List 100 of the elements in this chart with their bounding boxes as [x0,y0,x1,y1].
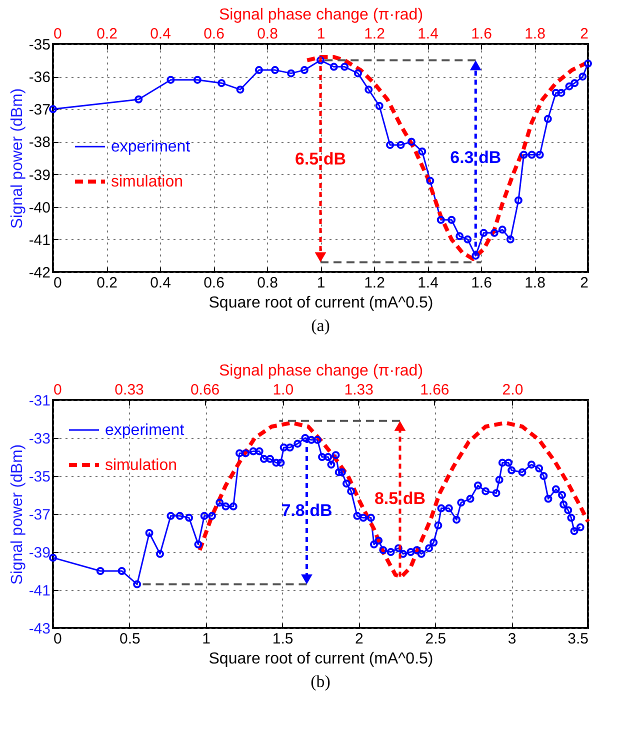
x-tick-label: 0 [54,630,62,648]
legend-label: simulation [105,457,178,474]
x-tick-label: 1.5 [272,630,294,648]
x-axis-title: Square root of current (mA^0.5) [208,650,434,668]
y-tick-label: -36 [28,69,50,86]
y-tick-label: -39 [28,166,50,184]
x2-tick-label: 1.0 [272,382,294,398]
point [330,62,338,71]
point [287,69,296,78]
x2-tick-label: 0.4 [150,26,171,42]
y-tick-label: -31 [28,392,50,410]
y-tick-label: -42 [28,264,50,282]
x2-axis-title: Signal phase change (π·rad) [218,362,424,380]
legend-label: experiment [105,422,185,439]
point [375,102,384,110]
legend-label: simulation [111,174,184,191]
x2-tick-label: 1.6 [471,26,492,42]
x-tick-label: 0.4 [150,274,171,292]
x2-tick-label: 1.66 [420,382,450,398]
point [271,66,280,74]
point [236,86,244,94]
annotation: 6.3 dB [450,148,502,167]
point [386,140,394,149]
annotation: 7.8 dB [281,501,332,520]
x2-tick-label: 0.2 [96,26,118,42]
y-tick-label: -41 [28,232,50,249]
y-tick-label: -33 [28,430,50,448]
x-tick-label: 2 [580,274,588,292]
point [578,72,587,81]
y-tick-label: -35 [28,36,50,54]
x-tick-label: 0 [54,274,62,292]
x-tick-label: 0.8 [257,274,278,292]
y-tick-label: -37 [28,506,50,524]
point [134,95,143,104]
point [396,140,405,149]
y-tick-label: -37 [28,102,50,119]
text: (a) [311,316,330,335]
x2-tick-label: 1 [316,26,326,42]
point [480,228,488,237]
point [520,150,528,159]
x2-tick-label: 0.6 [204,26,224,42]
x-tick-label: 3.5 [568,630,588,648]
x2-tick-label: 1.4 [418,26,438,42]
x-tick-label: 2 [355,630,364,648]
point [254,66,263,74]
point [528,150,536,159]
y-tick-label: -40 [28,199,50,216]
legend-label: experiment [111,138,191,156]
x2-axis-title: Signal phase change (π·rad) [218,6,424,24]
x-tick-label: 0.6 [204,274,224,292]
point [448,216,456,224]
point [544,114,552,123]
point [300,66,308,74]
x2-tick-label: 0.33 [114,382,144,398]
annotation: 6.5 dB [294,150,346,169]
point [514,196,522,204]
point [193,76,202,84]
x-tick-label: 1.4 [418,274,438,292]
point [570,79,579,88]
x2-tick-label: 1.33 [344,382,374,398]
point [464,235,472,244]
y-tick-label: -39 [28,544,50,562]
x-tick-label: 1.6 [471,274,492,292]
x-axis-title: Square root of current (mA^0.5) [208,294,434,312]
x-tick-label: 0.5 [120,630,140,648]
point [354,69,362,78]
y-tick-label: -38 [28,134,50,152]
x-tick-label: 1.8 [524,274,546,292]
x2-tick-label: 2 [580,26,588,42]
x2-tick-label: 0 [54,26,62,42]
point [456,232,464,240]
x-tick-label: 2.5 [425,630,446,648]
x-tick-label: 1.2 [364,274,385,292]
annotation: 8.5 dB [374,488,426,508]
x2-tick-label: 0.8 [257,26,278,42]
point [436,216,445,224]
point [506,235,514,244]
x-tick-label: 3 [508,630,516,648]
y-tick-label: -43 [28,620,50,638]
point [552,88,560,97]
x-tick-label: 1 [202,630,211,648]
x2-tick-label: 1.8 [524,26,546,42]
text: (b) [310,672,330,691]
point [557,88,566,97]
x2-tick-label: 0.66 [190,382,220,398]
point [407,138,416,146]
point [340,62,349,71]
point [218,79,226,88]
point [166,76,175,84]
x2-tick-label: 2.0 [502,382,524,398]
point [536,150,544,159]
point [565,82,574,90]
point [426,176,434,185]
x2-tick-label: 1.2 [364,26,385,42]
point [490,228,498,237]
x-tick-label: 0.2 [96,274,118,292]
y-tick-label: -41 [28,582,50,600]
x-tick-label: 1 [316,274,326,292]
y-tick-label: -35 [28,468,50,486]
point [418,147,426,156]
